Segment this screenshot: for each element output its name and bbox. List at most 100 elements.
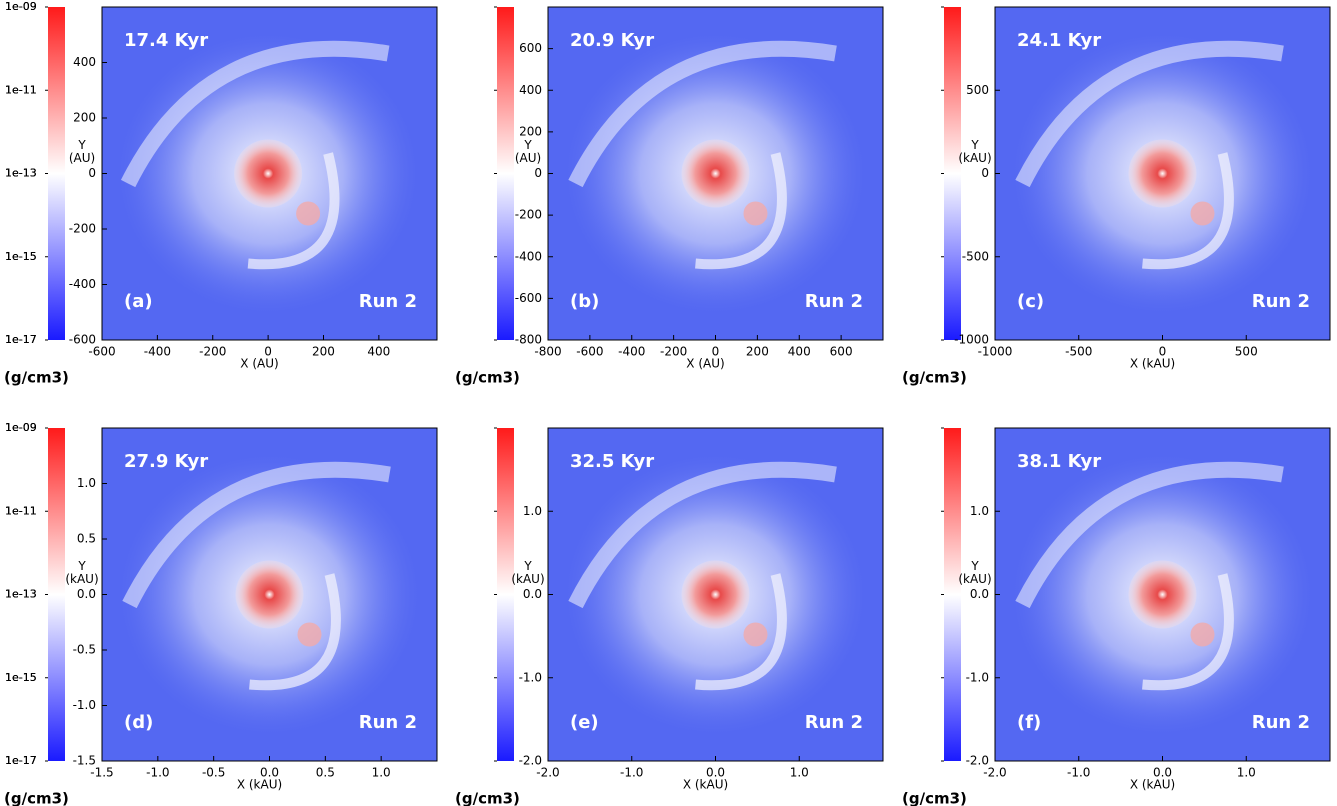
panel-label: (b) <box>570 291 599 312</box>
x-tick-label: 0 <box>712 345 720 359</box>
x-tick-label: 500 <box>1235 345 1258 359</box>
core <box>1128 560 1197 629</box>
x-tick-label: 0 <box>1159 345 1167 359</box>
density-image <box>548 7 883 340</box>
colorbar-tick-label: 1e-13 <box>5 167 37 180</box>
colorbar-tick-label: 1e-09 <box>5 0 37 13</box>
x-tick-label: 400 <box>788 345 811 359</box>
panel-label: (f) <box>1017 712 1041 733</box>
y-tick-label: 200 <box>73 111 96 125</box>
colorbar-tick-label: 1e-11 <box>5 83 37 96</box>
x-tick-label: -1.0 <box>620 766 643 780</box>
x-tick-label: 0.5 <box>316 766 335 780</box>
y-axis-label: (kAU) <box>958 572 991 586</box>
x-axis-label: X (kAU) <box>683 778 728 792</box>
colorbar-tick-label: 1e-13 <box>5 588 37 601</box>
x-tick-label: 400 <box>367 345 390 359</box>
x-tick-label: -1.0 <box>146 766 169 780</box>
y-tick-label: -1000 <box>954 333 989 347</box>
colorbar-tick-label: 1e-11 <box>5 83 37 96</box>
clump <box>1190 622 1215 647</box>
y-axis-label: (kAU) <box>958 151 991 165</box>
run-label: Run 2 <box>359 712 417 733</box>
y-tick-label: -1.0 <box>519 670 542 684</box>
y-tick-label: 1.0 <box>77 476 96 490</box>
core <box>234 139 303 208</box>
y-tick-label: 500 <box>966 83 989 97</box>
x-tick-label: -1000 <box>978 345 1013 359</box>
filament <box>568 40 837 188</box>
colorbar <box>497 428 514 761</box>
colorbar-tick-label: 1e-17 <box>5 333 37 346</box>
colorbar-tick-label: 1e-13 <box>5 588 37 601</box>
density-image <box>995 7 1330 340</box>
colorbar-tick-label: 1e-17 <box>5 754 37 767</box>
density-image <box>995 428 1330 761</box>
y-tick-label: 0.0 <box>523 587 542 601</box>
y-tick-label: -1.5 <box>73 754 96 768</box>
filament <box>568 461 837 609</box>
colorbar <box>944 7 961 340</box>
y-axis-label: Y <box>77 138 86 152</box>
colorbar-tick-label: 1e-09 <box>5 0 37 13</box>
x-tick-label: 600 <box>830 345 853 359</box>
filament <box>1142 573 1234 691</box>
y-tick-label: 1.0 <box>523 504 542 518</box>
x-tick-label: 0.0 <box>706 766 725 780</box>
clump <box>296 201 321 226</box>
filament <box>120 40 390 188</box>
colorbar-tick-label: 1e-09 <box>5 421 37 434</box>
y-tick-label: -400 <box>69 277 96 291</box>
panel-label: (e) <box>570 712 599 733</box>
x-tick-label: 0.0 <box>260 766 279 780</box>
y-tick-label: 200 <box>519 124 542 138</box>
colorbar-tick-label: 1e-17 <box>5 333 37 346</box>
x-tick-label: -500 <box>1065 345 1092 359</box>
x-tick-label: 200 <box>312 345 335 359</box>
colorbar-tick-label: 1e-11 <box>5 504 37 517</box>
y-tick-label: -600 <box>69 333 96 347</box>
colorbar-tick-label: 1e-11 <box>5 504 37 517</box>
time-label: 17.4 Kyr <box>124 30 208 51</box>
colorbar <box>48 7 65 340</box>
x-tick-label: -600 <box>88 345 115 359</box>
colorbar-tick-label: 1e-15 <box>5 671 37 684</box>
x-axis-label: X (AU) <box>240 357 278 371</box>
colorbar-tick-label: 1e-09 <box>5 421 37 434</box>
x-tick-label: 200 <box>746 345 769 359</box>
colorbar-tick-label: 1e-13 <box>5 167 37 180</box>
panel-label: (d) <box>124 712 153 733</box>
filament <box>1015 40 1284 188</box>
x-tick-label: -200 <box>660 345 687 359</box>
y-tick-label: -0.5 <box>73 643 96 657</box>
colorbar-tick-label: 1e-15 <box>5 250 37 263</box>
clump <box>743 622 768 647</box>
core <box>235 560 304 629</box>
colorbar-label: (g/cm3) <box>4 790 69 806</box>
clump <box>297 622 322 647</box>
colorbar-tick-label: 1e-13 <box>5 167 37 180</box>
y-tick-label: 0.0 <box>970 587 989 601</box>
x-tick-label: -600 <box>576 345 603 359</box>
density-image <box>548 428 883 761</box>
colorbar-tick-label: 1e-15 <box>5 250 37 263</box>
x-tick-label: 0.0 <box>1153 766 1172 780</box>
x-tick-label: -800 <box>534 345 561 359</box>
x-tick-label: -2.0 <box>536 766 559 780</box>
y-axis-label: (kAU) <box>511 572 544 586</box>
time-label: 20.9 Kyr <box>570 30 654 51</box>
colorbar-tick-label: 1e-09 <box>5 421 37 434</box>
y-tick-label: 1.0 <box>970 504 989 518</box>
filament <box>695 573 787 691</box>
x-tick-label: 1.0 <box>372 766 391 780</box>
y-axis-label: Y <box>970 138 979 152</box>
y-tick-label: -2.0 <box>519 754 542 768</box>
colorbar-tick-label: 1e-17 <box>5 754 37 767</box>
filament <box>122 461 391 609</box>
x-tick-label: 0 <box>264 345 272 359</box>
colorbar-label: (g/cm3) <box>455 369 520 387</box>
x-tick-label: -400 <box>618 345 645 359</box>
y-axis-label: (kAU) <box>65 572 98 586</box>
colorbar-tick-label: 1e-09 <box>5 0 37 13</box>
